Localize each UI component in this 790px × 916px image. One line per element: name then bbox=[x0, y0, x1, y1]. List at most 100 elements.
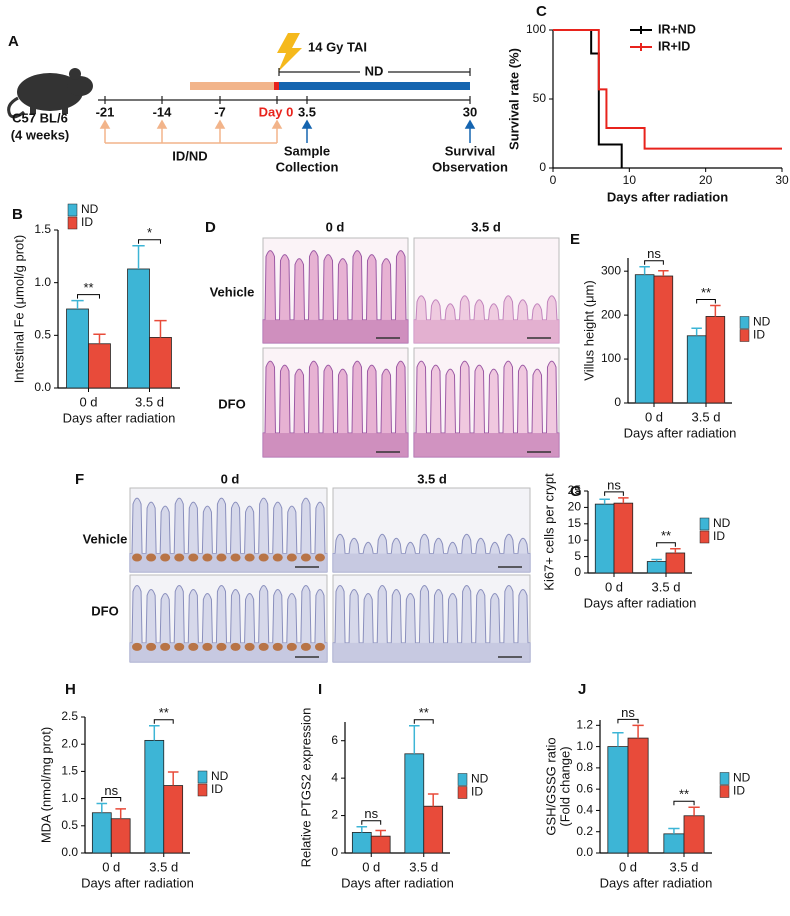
sample-label: Sample bbox=[284, 143, 330, 158]
significance-bracket bbox=[604, 491, 624, 496]
strain: C57 BL/6 bbox=[12, 110, 68, 125]
nd-bar bbox=[279, 82, 470, 90]
timeline-axis bbox=[98, 96, 471, 104]
mucosa-band bbox=[414, 433, 559, 457]
significance-bracket bbox=[656, 542, 676, 547]
bar bbox=[127, 268, 150, 389]
legend-label: ID bbox=[733, 784, 745, 798]
y-tick-label: 0.4 bbox=[576, 803, 593, 817]
column-label: 0 d bbox=[326, 219, 345, 234]
x-tick-label: 0 bbox=[550, 173, 557, 187]
stain bbox=[160, 553, 171, 562]
column-label: 0 d bbox=[221, 471, 240, 486]
y-axis-label: Relative PTGS2 expression bbox=[298, 708, 313, 868]
bar bbox=[653, 275, 674, 404]
bar bbox=[144, 739, 165, 854]
legend-swatch bbox=[739, 316, 750, 329]
stain bbox=[202, 553, 213, 562]
bar bbox=[404, 753, 425, 854]
y-tick-label: 1.5 bbox=[34, 222, 51, 236]
x-axis-label: Days after radiation bbox=[607, 189, 728, 204]
panel-label: J bbox=[578, 681, 586, 698]
stain bbox=[132, 553, 143, 562]
y-axis-label: GSH/GSSG ratio bbox=[543, 737, 558, 835]
stain bbox=[244, 642, 255, 651]
legend-label: IR+ND bbox=[658, 22, 696, 36]
error-bar bbox=[167, 771, 179, 786]
stain bbox=[146, 553, 157, 562]
stain bbox=[216, 553, 227, 562]
significance-bracket bbox=[77, 294, 100, 299]
column-label: 3.5 d bbox=[471, 219, 501, 234]
timeline-tick: 30 bbox=[463, 104, 477, 119]
error-bar bbox=[710, 304, 721, 317]
y-tick-label: 6 bbox=[331, 733, 338, 747]
stain bbox=[286, 553, 297, 562]
x-tick-label: 3.5 d bbox=[692, 409, 721, 424]
bar bbox=[66, 308, 89, 389]
legend-swatch bbox=[67, 203, 78, 217]
error-bar bbox=[427, 793, 439, 807]
stain bbox=[272, 553, 283, 562]
legend-swatch bbox=[719, 785, 730, 798]
x-tick-label: 3.5 d bbox=[652, 579, 681, 594]
significance: ** bbox=[419, 705, 429, 720]
stain bbox=[258, 642, 269, 651]
significance-bracket bbox=[101, 796, 122, 802]
diet-label: ID/ND bbox=[172, 148, 207, 163]
bar bbox=[149, 337, 172, 389]
significance: ** bbox=[159, 705, 169, 720]
x-tick-label: 0 d bbox=[605, 579, 623, 594]
y-tick-label: 1.5 bbox=[61, 764, 78, 778]
x-tick-label: 20 bbox=[699, 173, 713, 187]
timeline-tick: -14 bbox=[153, 104, 173, 119]
error-bar bbox=[93, 333, 106, 344]
x-tick-label: 0 d bbox=[619, 859, 637, 874]
legend-label: IR+ID bbox=[658, 39, 690, 53]
significance: * bbox=[147, 225, 152, 240]
y-tick-label: 100 bbox=[526, 22, 546, 36]
y-tick-label: 1.0 bbox=[34, 275, 51, 289]
panel-label: H bbox=[65, 681, 76, 698]
y-tick-label: 0.2 bbox=[576, 824, 593, 838]
legend-swatch bbox=[457, 773, 468, 786]
legend-label: ID bbox=[713, 529, 725, 543]
significance-bracket bbox=[673, 800, 695, 806]
significance-bracket bbox=[617, 718, 639, 724]
radiation-bar bbox=[274, 82, 279, 90]
x-axis-label: Days after radiation bbox=[624, 425, 737, 440]
survival-label: Survival bbox=[445, 143, 496, 158]
y-axis-label: Ki67+ cells per crypt bbox=[541, 473, 556, 591]
stain bbox=[174, 553, 185, 562]
bar bbox=[163, 785, 184, 854]
y-tick-label: 1.2 bbox=[576, 717, 593, 731]
error-bar bbox=[71, 299, 84, 309]
x-tick-label: 0 d bbox=[102, 859, 120, 874]
legend-label: ID bbox=[81, 215, 93, 229]
y-tick-label: 0.0 bbox=[34, 380, 51, 394]
stain bbox=[132, 642, 143, 651]
nd-label-bg bbox=[360, 66, 388, 78]
x-axis-label: Days after radiation bbox=[63, 410, 176, 425]
error-bar bbox=[632, 724, 644, 739]
dose: 14 Gy TAI bbox=[308, 39, 367, 54]
stain bbox=[286, 642, 297, 651]
stain bbox=[230, 553, 241, 562]
y-tick-label: 2 bbox=[331, 808, 338, 822]
panel-label: E bbox=[570, 231, 580, 248]
y-tick-label: 1.0 bbox=[576, 739, 593, 753]
legend-swatch bbox=[67, 216, 78, 230]
stain bbox=[146, 642, 157, 651]
y-axis-label: Survival rate (%) bbox=[506, 48, 521, 150]
bar bbox=[646, 561, 667, 574]
y-tick-label: 2.5 bbox=[61, 709, 78, 723]
bar bbox=[665, 552, 686, 574]
error-bar bbox=[612, 732, 624, 747]
legend-swatch bbox=[719, 772, 730, 785]
y-axis-label: MDA (nmol/mg prot) bbox=[38, 727, 53, 843]
timeline-tick: -7 bbox=[214, 104, 226, 119]
significance: ** bbox=[83, 280, 93, 295]
stain bbox=[202, 642, 213, 651]
stain bbox=[300, 553, 311, 562]
error-bar bbox=[356, 826, 368, 833]
